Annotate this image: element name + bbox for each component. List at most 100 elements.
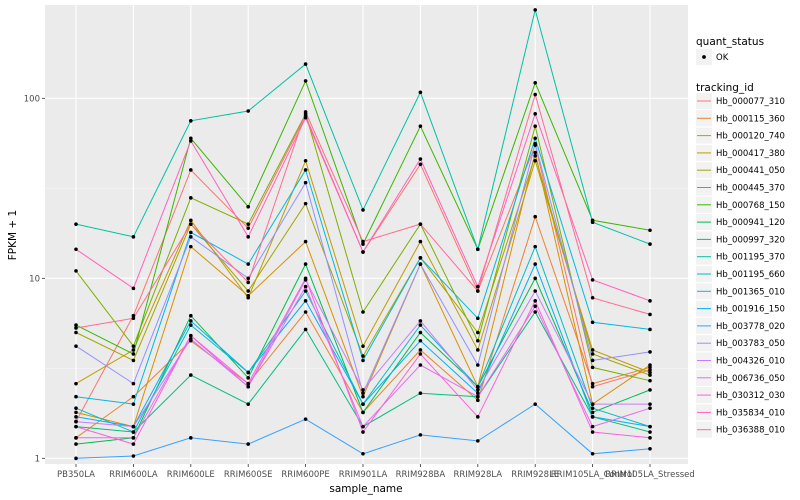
data-point — [476, 316, 480, 321]
data-point — [303, 201, 308, 206]
data-point — [303, 310, 308, 314]
data-point — [131, 430, 136, 434]
x-tick-label: RRIM600SE — [224, 470, 273, 480]
data-point — [246, 402, 250, 406]
data-point — [590, 358, 595, 363]
data-point — [303, 180, 308, 185]
data-point — [246, 370, 250, 375]
data-point — [418, 338, 423, 343]
data-point — [361, 344, 365, 348]
data-point — [361, 388, 365, 392]
data-point — [648, 424, 652, 429]
data-point — [246, 235, 250, 239]
series-points — [74, 8, 652, 461]
data-point — [590, 410, 595, 415]
data-point — [74, 419, 78, 424]
data-point — [476, 338, 480, 343]
data-point — [246, 262, 250, 266]
x-tick-label: RRIM600LA — [109, 470, 158, 480]
x-tick-label: RRIM600LE — [167, 470, 215, 480]
data-point — [418, 323, 423, 327]
data-point — [590, 352, 595, 356]
data-point — [590, 451, 595, 456]
data-point — [189, 235, 193, 239]
data-point — [648, 373, 652, 377]
data-point — [74, 456, 78, 461]
data-point — [476, 415, 480, 419]
data-point — [533, 289, 537, 293]
data-point — [648, 406, 652, 410]
data-point — [303, 168, 308, 172]
data-point — [189, 436, 193, 440]
data-point — [476, 284, 480, 289]
data-point — [648, 242, 652, 246]
plot-panel — [45, 5, 688, 464]
x-tick-label: RRIM600PE — [281, 470, 329, 480]
data-point — [189, 139, 193, 143]
data-point — [131, 424, 136, 429]
x-axis: PB350LA RRIM600LA RRIM600LE RRIM600SE RRIM60… — [57, 464, 695, 480]
legend-series-label: Hb_006736_050 — [716, 374, 785, 384]
data-point — [648, 368, 652, 372]
data-point — [74, 222, 78, 226]
legend-series-label: Hb_000768_150 — [716, 201, 785, 211]
legend-series-label: Hb_003783_050 — [716, 339, 785, 349]
data-point — [74, 247, 78, 252]
legend-color-title: tracking_id — [696, 82, 754, 94]
data-point — [189, 333, 193, 338]
data-point — [533, 136, 537, 141]
legend-series-label: Hb_004326_010 — [716, 357, 785, 367]
data-point — [189, 337, 193, 341]
data-point — [303, 284, 308, 289]
data-point — [189, 313, 193, 318]
data-point — [189, 218, 193, 223]
data-point — [131, 286, 136, 291]
data-point — [74, 323, 78, 327]
data-point — [246, 381, 250, 386]
data-point — [74, 394, 78, 399]
data-point — [303, 289, 308, 293]
data-point — [590, 365, 595, 370]
data-point — [476, 394, 480, 399]
data-point — [418, 262, 423, 266]
legend-series-label: Hb_001916_150 — [716, 305, 785, 315]
legend-series-label: Hb_003778_020 — [716, 322, 785, 332]
legend-series-label: Hb_000077_310 — [716, 97, 785, 107]
data-point — [418, 162, 423, 167]
data-point — [189, 222, 193, 226]
data-point — [131, 402, 136, 406]
data-point — [361, 358, 365, 363]
data-point — [246, 276, 250, 281]
data-point — [648, 312, 652, 317]
x-tick-label: RRIM105LA_Control — [551, 470, 635, 480]
y-tick-label: 100 — [24, 94, 40, 104]
data-point — [303, 62, 308, 66]
legend-series-label: Hb_035834_010 — [716, 408, 785, 418]
data-point — [418, 352, 423, 356]
data-point — [361, 402, 365, 406]
data-point — [533, 141, 537, 146]
data-point — [131, 454, 136, 458]
x-tick-label: PB350LA — [57, 470, 95, 480]
data-point — [361, 391, 365, 396]
data-point — [189, 136, 193, 141]
data-point — [131, 344, 136, 348]
data-point — [590, 381, 595, 386]
data-point — [533, 262, 537, 266]
data-point — [74, 344, 78, 348]
y-tick-label: 10 — [29, 274, 40, 284]
data-point — [648, 378, 652, 383]
data-point — [648, 388, 652, 392]
data-point — [189, 119, 193, 123]
data-point — [476, 388, 480, 392]
data-point — [131, 381, 136, 386]
legend: quant_status OK tracking_id Hb_000077_310 Hb… — [696, 36, 785, 438]
data-point — [418, 319, 423, 323]
data-point — [303, 239, 308, 244]
data-point — [246, 204, 250, 209]
data-point — [533, 276, 537, 281]
data-point — [418, 433, 423, 437]
data-point — [533, 124, 537, 129]
data-point — [131, 358, 136, 363]
